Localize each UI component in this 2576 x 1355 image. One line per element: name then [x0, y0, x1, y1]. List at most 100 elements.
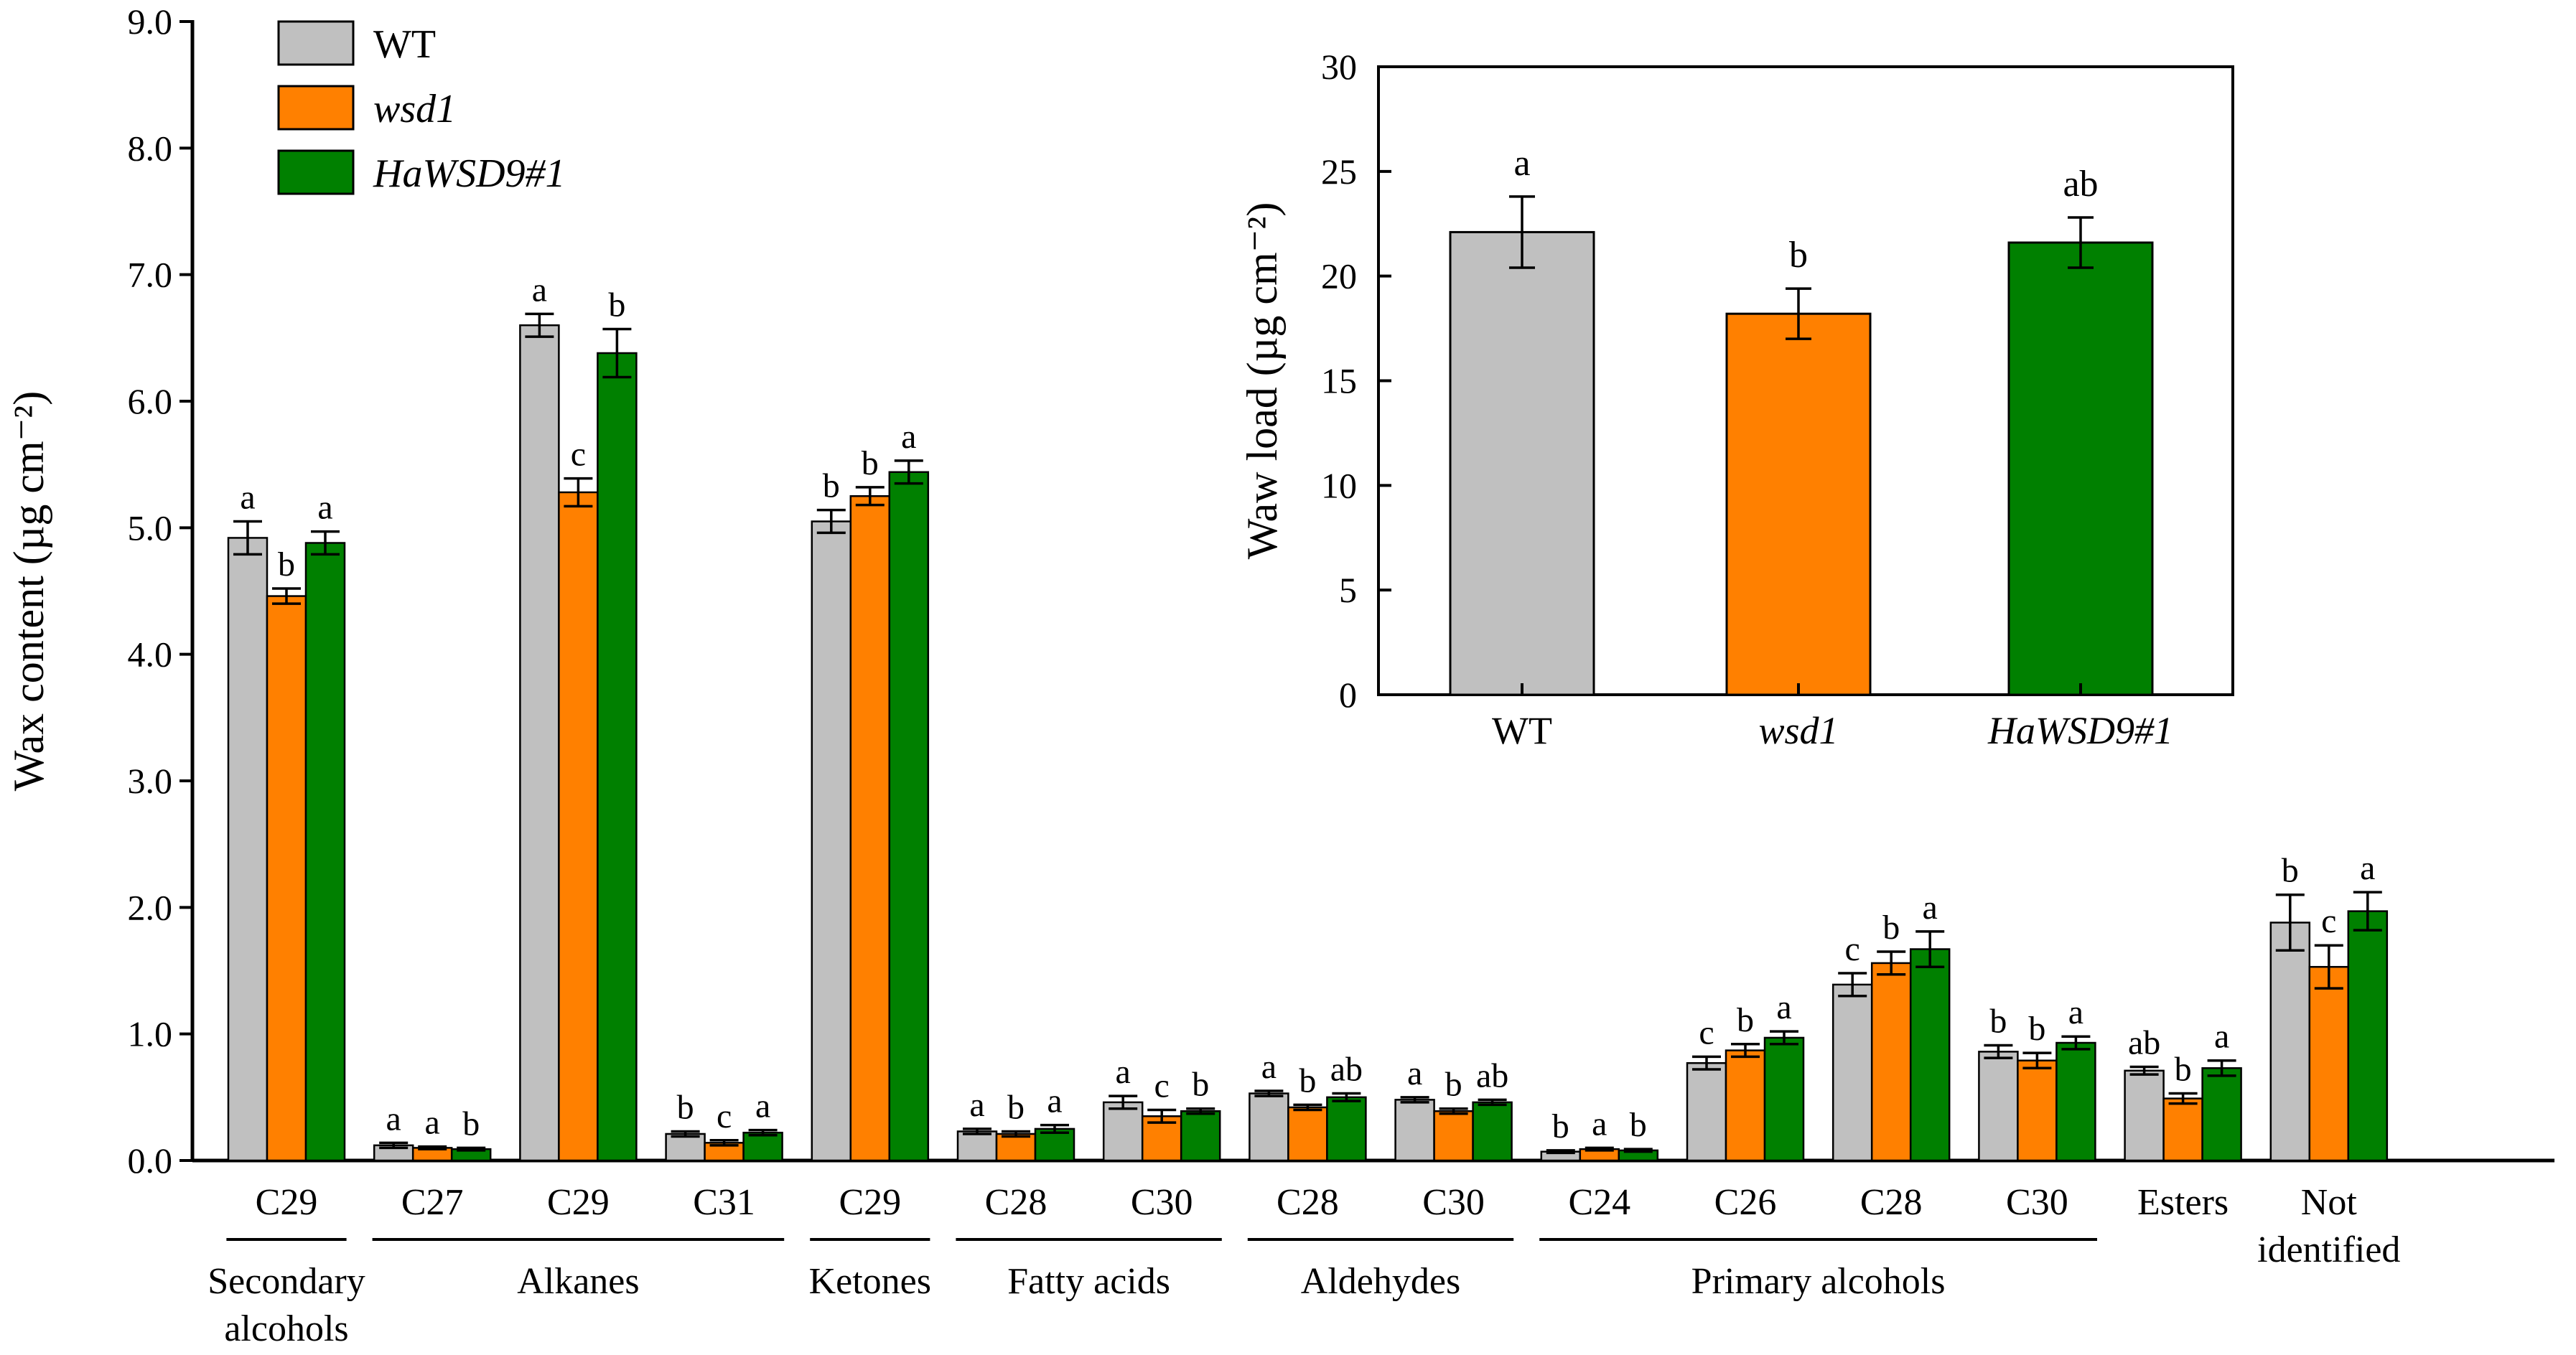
sig-letter-hawsd9-1-13: a [2068, 993, 2083, 1031]
inset-bar-wt [1449, 230, 1595, 696]
inset-bar-hawsd9-1 [2007, 241, 2154, 696]
legend-swatch-wsd1 [277, 85, 355, 131]
inset-bar-chart: 0 5 10 15 20 25 30 Waw load (µg cm⁻²) a WT b wsd1 ab… [1238, 47, 2234, 752]
bar-hawsd9-1-11 [1763, 1036, 1805, 1162]
x-tick-label-14: Esters [2137, 1182, 2229, 1223]
x-tick-label-9: C30 [1422, 1182, 1485, 1223]
bar-wt-14 [2124, 1069, 2165, 1162]
x-tick-label-1: C29 [256, 1182, 318, 1223]
sig-letter-wt-12: c [1845, 930, 1860, 968]
sig-letter-hawsd9-1-6: a [1047, 1082, 1062, 1120]
sig-letter-wt-8: a [1261, 1048, 1277, 1086]
bar-wsd1-5 [849, 495, 891, 1162]
y-axis-title: Wax content (µg cm⁻²) [5, 391, 52, 792]
bar-wt-3 [519, 324, 560, 1162]
sig-letter-wt-2: a [386, 1100, 401, 1138]
x-tick-label-15-line2: identified [2257, 1229, 2400, 1270]
inset-x-tick-label-wsd1: wsd1 [1758, 709, 1838, 752]
y-tick-label-0: 0.0 [128, 1140, 173, 1181]
x-tick-label-7: C30 [1131, 1182, 1193, 1223]
y-tick-label-1: 1.0 [128, 1014, 173, 1054]
bar-wt-4 [665, 1133, 706, 1162]
sig-letter-wsd1-6: b [1007, 1088, 1025, 1126]
x-tick-label-15: Not [2301, 1182, 2358, 1223]
sig-letter-wt-1: a [240, 479, 255, 517]
y-tick-label-9: 9.0 [128, 1, 173, 42]
bar-wsd1-11 [1725, 1049, 1766, 1162]
inset-y-tick-label-30: 30 [1321, 47, 1357, 87]
y-tick-label-8: 8.0 [128, 128, 173, 168]
inset-sig-letter-wt: a [1513, 143, 1530, 184]
legend-swatch-wt [277, 20, 355, 66]
sig-letter-wt-6: a [969, 1086, 984, 1124]
sig-letter-wsd1-4: c [717, 1097, 732, 1135]
inset-sig-letter-hawsd9-1: ab [2063, 164, 2098, 205]
sig-letter-wsd1-14: b [2175, 1051, 2192, 1089]
bar-hawsd9-1-3 [597, 352, 638, 1162]
bar-wsd1-8 [1287, 1106, 1328, 1162]
legend-label-wt: WT [373, 22, 436, 67]
bar-hawsd9-1-12 [1909, 948, 1951, 1162]
y-tick-label-4: 4.0 [128, 634, 173, 675]
group-label-primary-alcohols: Primary alcohols [1691, 1261, 1946, 1302]
legend-label-wsd1: wsd1 [373, 87, 456, 131]
inset-y-tick-label-10: 10 [1321, 465, 1357, 505]
bar-hawsd9-1-8 [1326, 1096, 1367, 1162]
main-bar-chart: 0.0 1.0 2.0 3.0 4.0 5.0 6.0 7.0 8.0 9.0 Wax conten… [5, 1, 2554, 1349]
legend-swatch-hawsd9-1 [277, 149, 355, 195]
x-tick-label-2: C27 [401, 1182, 464, 1223]
bar-hawsd9-1-5 [888, 471, 930, 1162]
inset-y-tick-label-0: 0 [1339, 675, 1357, 715]
inset-y-tick-label-20: 20 [1321, 256, 1357, 296]
bar-hawsd9-1-15 [2347, 910, 2389, 1162]
group-label-aldehydes: Aldehydes [1301, 1261, 1460, 1302]
sig-letter-wsd1-1: b [278, 545, 295, 583]
sig-letter-wsd1-11: b [1737, 1001, 1754, 1039]
bar-wt-9 [1394, 1099, 1435, 1162]
sig-letter-wt-4: b [677, 1088, 694, 1126]
bar-hawsd9-1-4 [742, 1131, 783, 1162]
x-tick-label-5: C29 [839, 1182, 901, 1223]
sig-letter-wt-13: b [1989, 1003, 2007, 1041]
sig-letter-wt-15: b [2282, 852, 2299, 890]
inset-y-tick-label-5: 5 [1339, 570, 1357, 610]
bar-wsd1-14 [2162, 1097, 2203, 1162]
bar-wsd1-1 [266, 595, 307, 1162]
sig-letter-hawsd9-1-2: b [462, 1105, 480, 1143]
sig-letter-hawsd9-1-1: a [317, 489, 332, 527]
sig-letter-hawsd9-1-12: a [1923, 889, 1938, 927]
sig-letter-wsd1-3: c [571, 436, 586, 474]
sig-letter-wsd1-7: c [1154, 1066, 1170, 1105]
bar-wsd1-9 [1433, 1110, 1474, 1162]
x-tick-label-13: C30 [2006, 1182, 2068, 1223]
x-tick-label-12: C28 [1860, 1182, 1923, 1223]
group-label-secondary-alcohols-line2: alcohols [224, 1308, 348, 1349]
sig-letter-hawsd9-1-9: ab [1476, 1056, 1508, 1094]
bar-hawsd9-1-14 [2201, 1067, 2242, 1162]
group-label-fatty-acids: Fatty acids [1007, 1261, 1170, 1302]
sig-letter-wt-3: a [532, 271, 547, 309]
bar-hawsd9-1-6 [1034, 1127, 1075, 1162]
sig-letter-wt-9: a [1407, 1054, 1422, 1092]
sig-letter-wt-14: ab [2128, 1024, 2160, 1062]
sig-letter-wsd1-15: c [2321, 902, 2336, 940]
bar-wt-12 [1831, 983, 1873, 1162]
sig-letter-wsd1-2: a [425, 1104, 440, 1142]
group-label-alkanes: Alkanes [517, 1261, 639, 1302]
bar-hawsd9-1-9 [1472, 1101, 1513, 1162]
group-label-ketones: Ketones [809, 1261, 931, 1302]
bar-wt-13 [1978, 1051, 2019, 1162]
x-tick-label-10: C24 [1568, 1182, 1630, 1223]
sig-letter-hawsd9-1-5: a [901, 418, 916, 456]
bar-wsd1-6 [995, 1133, 1037, 1162]
sig-letter-hawsd9-1-15: a [2360, 849, 2375, 887]
bar-wt-7 [1102, 1101, 1144, 1162]
inset-x-tick-label-hawsd9-1: HaWSD9#1 [1987, 709, 2173, 752]
sig-letter-hawsd9-1-14: a [2214, 1018, 2229, 1056]
sig-letter-wt-10: b [1552, 1107, 1569, 1145]
x-tick-label-8: C28 [1277, 1182, 1339, 1223]
sig-letter-wsd1-5: b [862, 444, 879, 482]
bar-wsd1-12 [1870, 962, 1912, 1162]
sig-letter-hawsd9-1-10: b [1630, 1106, 1647, 1144]
